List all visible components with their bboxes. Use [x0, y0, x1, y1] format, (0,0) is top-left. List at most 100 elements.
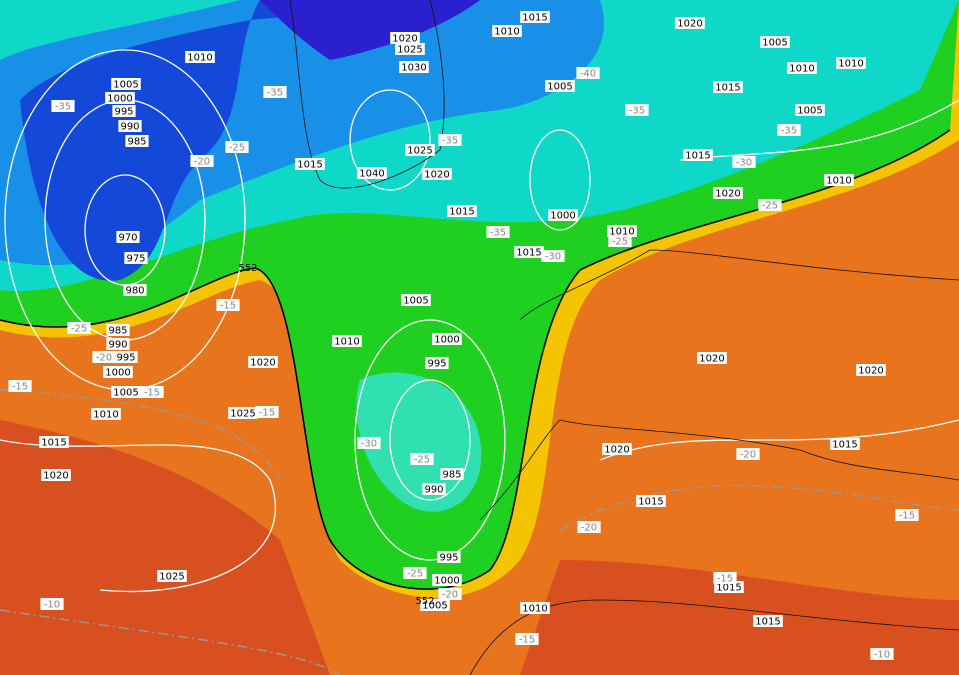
isobar-label-box	[357, 167, 387, 179]
isobar-label: 1000	[434, 335, 459, 346]
coastline-europe	[519, 249, 959, 321]
temperature-label-box	[40, 598, 64, 610]
isobar-label-box	[111, 386, 141, 398]
isobar-label-box	[492, 25, 522, 37]
isobar-label-box	[713, 187, 743, 199]
temperature-lines	[0, 389, 959, 675]
isobar	[0, 439, 277, 593]
temperature-label: -40	[580, 69, 596, 80]
temperature-label: -25	[612, 237, 628, 248]
isobar-label-box	[105, 92, 135, 104]
isobar-label: 1010	[494, 27, 519, 38]
isobar-label: 1025	[230, 409, 255, 420]
isobar	[599, 419, 959, 461]
isobar-label-box	[437, 551, 461, 563]
isobar-label-box	[157, 570, 187, 582]
temperature-label: -35	[55, 102, 71, 113]
temperature-label-box	[51, 100, 75, 112]
isobar-label-box	[824, 174, 854, 186]
isobar-label: 1015	[716, 583, 741, 594]
temperature-label-box	[216, 299, 240, 311]
isobar-label: 1005	[547, 82, 572, 93]
isobar-label-box	[520, 602, 550, 614]
isobar-label: 1010	[522, 604, 547, 615]
temperature-label-box	[438, 134, 462, 146]
isobar-label-box	[116, 231, 140, 243]
temperature-label-box	[92, 351, 116, 363]
isobar-label-box	[787, 62, 817, 74]
isobar-label: 1000	[550, 211, 575, 222]
isobar-label-box	[683, 149, 713, 161]
isobar-label: 1015	[297, 160, 322, 171]
warm-field-sw	[0, 420, 330, 675]
temperature-label: -30	[736, 158, 752, 169]
temperature-label-box	[713, 572, 737, 584]
isobar-label-box	[124, 252, 148, 264]
isobar-label: 1015	[522, 13, 547, 24]
temperature-label: -25	[407, 569, 423, 580]
isobar-label-box	[114, 351, 138, 363]
temperature-label: -15	[12, 382, 28, 393]
temperature-label: -20	[740, 450, 756, 461]
isobar-label: 970	[118, 233, 137, 244]
isobar-label: 1010	[93, 410, 118, 421]
temperature-label: -15	[144, 388, 160, 399]
isobar-label: 1025	[407, 146, 432, 157]
isobar-label-box	[545, 80, 575, 92]
isobar-label-box	[432, 574, 462, 586]
isobar-label: 1040	[359, 169, 384, 180]
isobar-label-box	[422, 483, 446, 495]
temperature-label-box	[736, 448, 760, 460]
temperature-label: -25	[762, 201, 778, 212]
isobar-label-box	[432, 333, 462, 345]
temperature-label: -10	[874, 650, 890, 661]
temperature-label: -35	[490, 228, 506, 239]
isobar-label-box	[753, 615, 783, 627]
isobar-label: 1020	[250, 358, 275, 369]
warm-field-se	[520, 560, 959, 675]
temperature-label-box	[870, 648, 894, 660]
isobar-label: 990	[424, 485, 443, 496]
isobar-label: 1015	[755, 617, 780, 628]
temperature-label-box	[608, 235, 632, 247]
isobar-label: 1020	[699, 354, 724, 365]
isobar-label-box	[111, 78, 141, 90]
isobar-label: 1010	[789, 64, 814, 75]
isobar-label: 1020	[677, 19, 702, 30]
isobar-label-box	[91, 408, 121, 420]
isobar-label: 1025	[159, 572, 184, 583]
temperature-label: -25	[71, 324, 87, 335]
isobar-label: 975	[126, 254, 145, 265]
isobar-label-box	[795, 104, 825, 116]
temperature-label-box	[541, 250, 565, 262]
contour-label: 552	[238, 263, 257, 274]
isotherm	[0, 609, 341, 675]
isobar-label: 985	[127, 137, 146, 148]
isobar-label-box	[405, 144, 435, 156]
deep-blue	[20, 0, 470, 281]
isobar-label-box	[395, 43, 425, 55]
isobar-label: 995	[439, 553, 458, 564]
isobar-label: 1010	[838, 59, 863, 70]
temperature-label: -15	[259, 408, 275, 419]
isobar-label: 990	[108, 340, 127, 351]
isobar-label-box	[106, 338, 130, 350]
temperature-label: -15	[519, 635, 535, 646]
isobar-label: 1005	[113, 80, 138, 91]
isobar-label: 1020	[392, 34, 417, 45]
isobar-label-box	[420, 599, 450, 611]
isobar-label: 1005	[403, 296, 428, 307]
isobar	[389, 379, 471, 501]
isobar-label-box	[830, 438, 860, 450]
isobar-label: 1000	[107, 94, 132, 105]
isobar-label: 1015	[715, 83, 740, 94]
isobar-label-box	[390, 32, 420, 44]
isobar	[529, 129, 591, 231]
isobar-label-box	[760, 36, 790, 48]
isobar-label: 995	[427, 359, 446, 370]
temperature-label: -15	[220, 301, 236, 312]
isobar-label: 1020	[858, 366, 883, 377]
temperature-label-box	[255, 406, 279, 418]
contour-552	[0, 129, 951, 590]
temperature-label: -30	[545, 252, 561, 263]
